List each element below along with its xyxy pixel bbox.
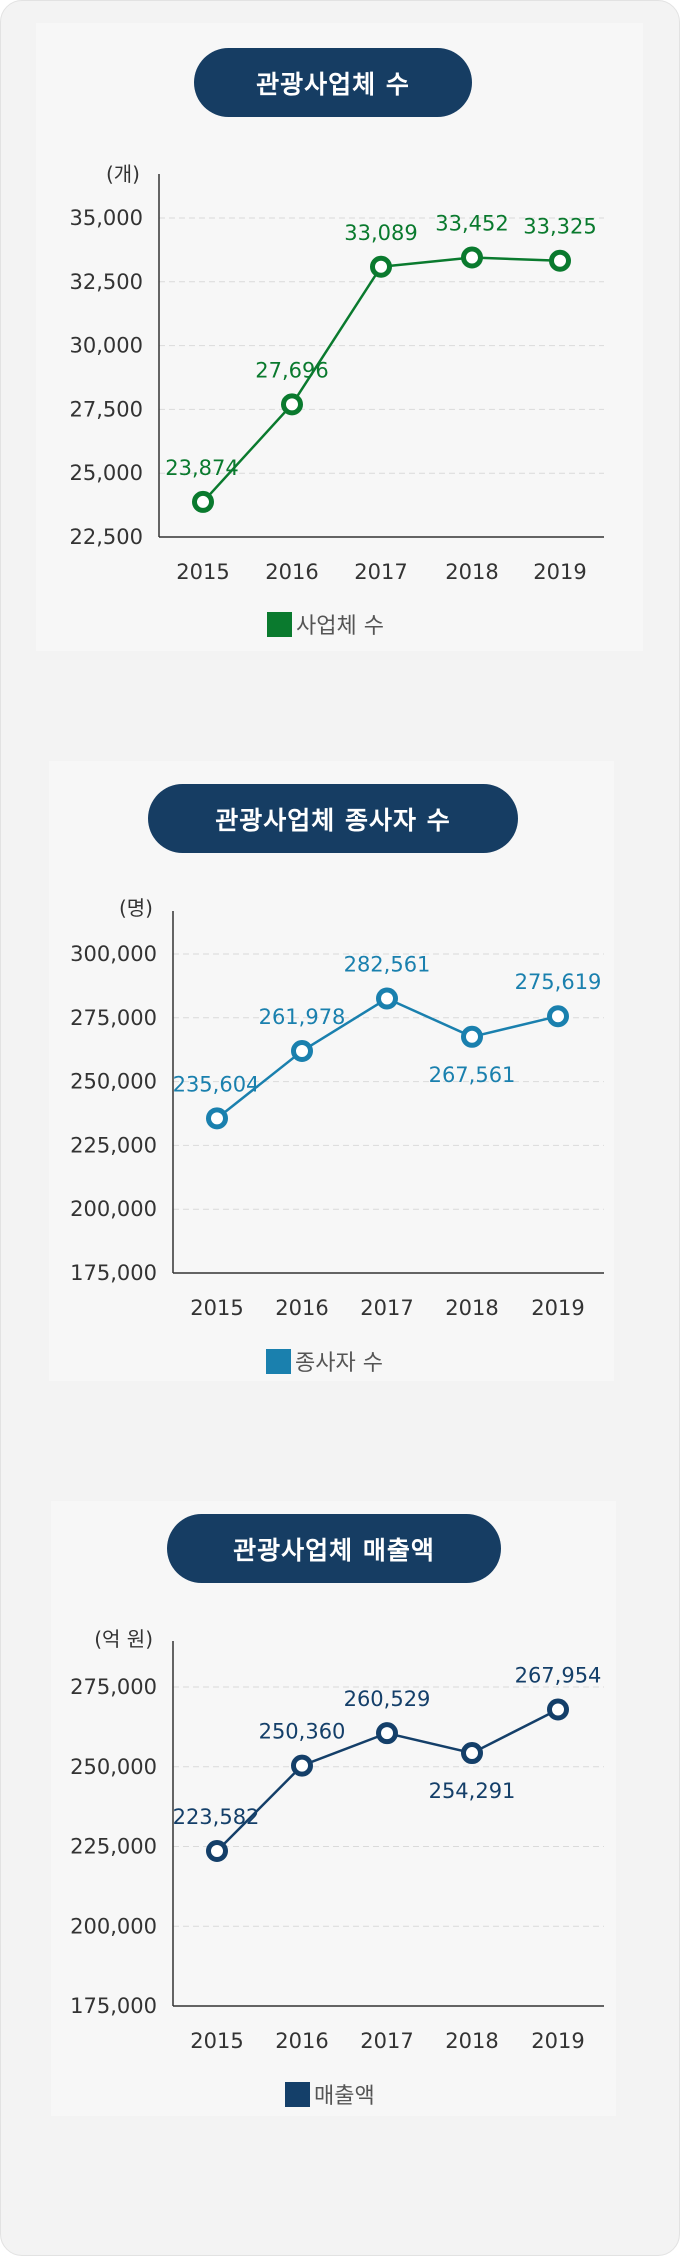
y-tick-label: 35,000 [70,206,143,230]
data-label: 261,978 [259,1005,346,1029]
y-axis-unit: (억 원) [94,1627,153,1651]
y-tick-label: 27,500 [70,397,143,421]
y-tick-label: 225,000 [70,1835,157,1859]
y-tick-label: 22,500 [70,525,143,549]
legend-label: 매출액 [314,2084,375,2109]
data-point [547,1698,569,1721]
y-axis-unit: (개) [106,162,140,186]
legend-swatch [267,611,292,637]
legend-swatch [285,2081,310,2107]
chart-panel-2 [49,761,614,1381]
chart-title-1: 관광사업체 수 [194,48,472,117]
x-tick-label: 2019 [531,1296,584,1320]
y-tick-label: 200,000 [70,1914,157,1938]
data-point [461,1025,483,1048]
y-tick-label: 275,000 [70,1006,157,1030]
y-tick-label: 200,000 [70,1197,157,1221]
data-label: 267,954 [515,1663,602,1687]
x-tick-label: 2018 [445,2029,498,2053]
x-tick-label: 2019 [533,560,586,584]
x-tick-label: 2018 [445,560,498,584]
data-point [547,1005,569,1028]
y-tick-label: 30,000 [70,334,143,358]
x-tick-label: 2017 [360,1296,413,1320]
data-label: 33,452 [435,212,508,236]
data-label: 223,582 [173,1805,260,1829]
data-point [370,255,392,278]
y-tick-label: 175,000 [70,1994,157,2018]
x-tick-label: 2016 [265,560,318,584]
x-tick-label: 2019 [531,2029,584,2053]
y-axis-unit: (명) [119,896,153,920]
data-point [192,490,214,513]
legend-swatch [266,1348,291,1374]
x-tick-label: 2017 [354,560,407,584]
data-label: 250,360 [259,1720,346,1744]
y-tick-label: 225,000 [70,1133,157,1157]
data-label: 23,874 [165,456,238,480]
legend-1: 사업체 수 [267,608,384,640]
data-point [281,393,303,416]
x-tick-label: 2017 [360,2029,413,2053]
x-tick-label: 2015 [190,1296,243,1320]
chart-title-2: 관광사업체 종사자 수 [148,784,518,853]
y-tick-label: 25,000 [70,461,143,485]
data-label: 33,325 [523,215,596,239]
data-point [206,1107,228,1130]
data-label: 254,291 [429,1779,516,1803]
data-point [549,249,571,272]
legend-2: 종사자 수 [266,1345,383,1377]
legend-label: 종사자 수 [295,1351,383,1376]
y-tick-label: 300,000 [70,942,157,966]
data-label: 235,604 [173,1072,260,1096]
x-tick-label: 2016 [275,1296,328,1320]
data-point [206,1840,228,1863]
data-label: 267,561 [429,1063,516,1087]
data-point [376,1722,398,1745]
chart-title-3: 관광사업체 매출액 [167,1514,501,1583]
chart-panel-3 [51,1501,616,2116]
data-label: 275,619 [515,970,602,994]
x-tick-label: 2016 [275,2029,328,2053]
x-tick-label: 2015 [176,560,229,584]
data-point [376,987,398,1010]
data-label: 27,696 [255,358,328,382]
y-tick-label: 275,000 [70,1675,157,1699]
x-tick-label: 2015 [190,2029,243,2053]
data-point [461,246,483,269]
y-tick-label: 32,500 [70,270,143,294]
chart-panel-1 [36,23,643,651]
y-tick-label: 175,000 [70,1261,157,1285]
x-tick-label: 2018 [445,1296,498,1320]
data-point [291,1040,313,1063]
data-label: 260,529 [344,1687,431,1711]
data-label: 33,089 [344,221,417,245]
legend-3: 매출액 [285,2078,375,2110]
y-tick-label: 250,000 [70,1070,157,1094]
data-point [461,1742,483,1765]
y-tick-label: 250,000 [70,1755,157,1779]
data-point [291,1754,313,1777]
data-label: 282,561 [344,953,431,977]
legend-label: 사업체 수 [296,614,384,639]
